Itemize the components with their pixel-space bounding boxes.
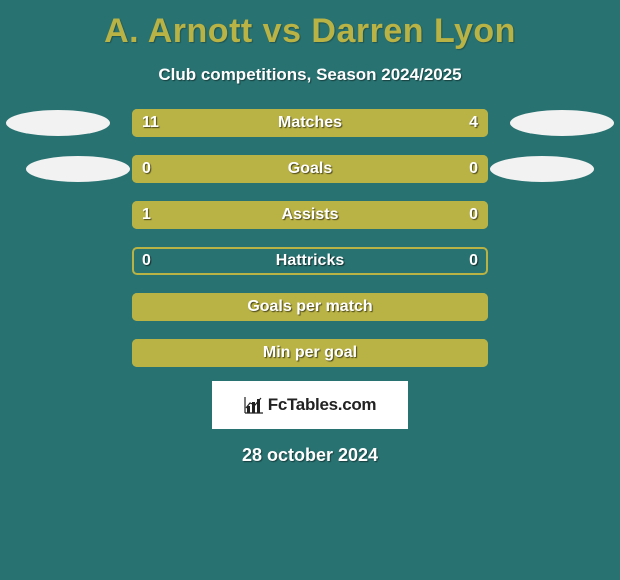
stat-row: Goals per match xyxy=(10,293,610,321)
stat-row: 0 0 Goals xyxy=(10,155,610,183)
stat-label: Goals per match xyxy=(247,298,372,316)
player-right-marker xyxy=(506,294,610,320)
player-left-marker xyxy=(10,294,114,320)
page-subtitle: Club competitions, Season 2024/2025 xyxy=(0,65,620,85)
stat-row: 11 4 Matches xyxy=(10,109,610,137)
stat-label: Hattricks xyxy=(276,252,344,270)
stat-row: 0 0 Hattricks xyxy=(10,247,610,275)
stat-label: Matches xyxy=(278,114,342,132)
player-right-marker xyxy=(510,110,614,136)
bar-fill-left xyxy=(132,109,381,137)
stat-label: Assists xyxy=(282,206,339,224)
player-right-marker xyxy=(506,248,610,274)
chart-icon xyxy=(244,396,264,414)
stat-bar: 1 0 Assists xyxy=(132,201,488,229)
stat-bar: Goals per match xyxy=(132,293,488,321)
stat-right-value: 0 xyxy=(469,206,478,224)
stat-right-value: 0 xyxy=(469,252,478,270)
player-left-marker xyxy=(26,156,130,182)
date-label: 28 october 2024 xyxy=(0,445,620,466)
logo: FcTables.com xyxy=(244,395,377,415)
stat-left-value: 0 xyxy=(142,252,151,270)
stat-label: Min per goal xyxy=(263,344,357,362)
page-title: A. Arnott vs Darren Lyon xyxy=(0,0,620,51)
stat-bar: 0 0 Hattricks xyxy=(132,247,488,275)
stat-left-value: 1 xyxy=(142,206,151,224)
stat-left-value: 0 xyxy=(142,160,151,178)
player-right-marker xyxy=(506,340,610,366)
player-right-marker xyxy=(490,156,594,182)
logo-text: FcTables.com xyxy=(268,395,377,415)
stat-bar: Min per goal xyxy=(132,339,488,367)
stat-right-value: 0 xyxy=(469,160,478,178)
stat-row: Min per goal xyxy=(10,339,610,367)
stat-left-value: 11 xyxy=(142,114,159,132)
stat-bar: 0 0 Goals xyxy=(132,155,488,183)
stat-label: Goals xyxy=(288,160,332,178)
player-left-marker xyxy=(10,248,114,274)
logo-box: FcTables.com xyxy=(212,381,408,429)
bar-fill-left xyxy=(132,201,406,229)
player-left-marker xyxy=(10,340,114,366)
player-left-marker xyxy=(6,110,110,136)
stat-row: 1 0 Assists xyxy=(10,201,610,229)
player-left-marker xyxy=(10,202,114,228)
stat-right-value: 4 xyxy=(469,114,478,132)
stat-bar: 11 4 Matches xyxy=(132,109,488,137)
player-right-marker xyxy=(506,202,610,228)
stat-rows: 11 4 Matches 0 0 Goals 1 0 Assists 0 0 Hattricks Goa… xyxy=(0,109,620,367)
